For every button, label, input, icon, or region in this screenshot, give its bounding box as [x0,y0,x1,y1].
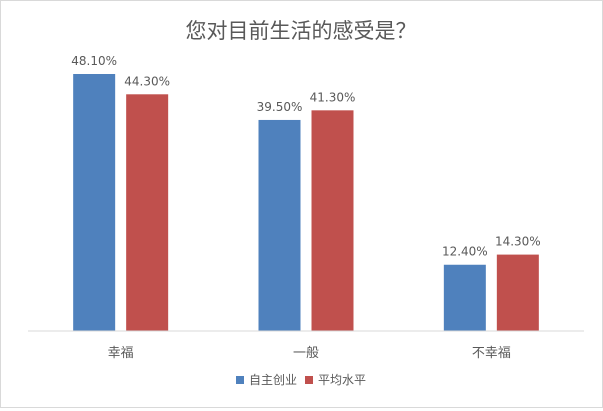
bar-2-3 [496,254,539,331]
legend: 自主创业 平均水平 [236,373,366,387]
data-label-1-2: 39.50% [257,100,303,114]
data-label-2-3: 14.30% [495,235,541,249]
legend-label-1: 自主创业 [249,373,297,387]
data-labels-layer: 48.10% 44.30% 39.50% 41.30% 12.40% 14.30% [71,54,540,259]
x-tick-label-1: 幸福 [108,346,134,361]
legend-swatch-1 [236,376,244,384]
bar-2-2 [311,110,354,331]
data-label-1-3: 12.40% [442,245,488,259]
bar-1-1 [73,74,116,331]
chart-title: 您对目前生活的感受是？ [186,19,417,43]
x-tick-labels: 幸福 一般 不幸福 [108,345,511,361]
x-tick-label-3: 不幸福 [472,346,511,361]
data-label-2-2: 41.30% [310,90,356,104]
legend-swatch-2 [305,376,313,384]
data-label-2-1: 44.30% [124,74,170,88]
bar-1-2 [258,119,301,331]
bar-2-1 [126,94,169,332]
legend-label-2: 平均水平 [318,373,366,387]
data-label-1-1: 48.10% [71,54,117,68]
bar-1-3 [443,264,486,331]
bars-layer [73,74,539,332]
x-tick-label-2: 一般 [293,345,319,361]
